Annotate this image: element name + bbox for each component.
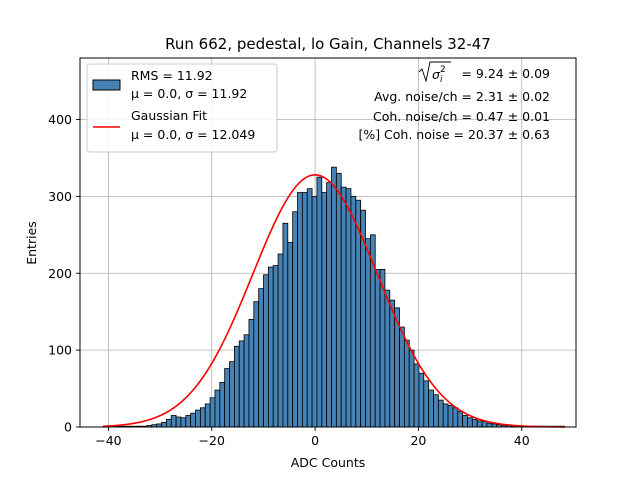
histogram-bar [428, 389, 434, 428]
histogram-bar [467, 417, 473, 428]
histogram-bar [224, 368, 230, 428]
histogram-bar [165, 418, 172, 428]
histogram-bar [292, 211, 298, 428]
histogram-bar [481, 421, 488, 428]
histogram-bar [365, 238, 371, 428]
histogram-bar [316, 176, 323, 428]
histogram-bar [471, 418, 478, 428]
histogram-bar [399, 326, 405, 428]
histogram-bar [287, 242, 294, 428]
y-axis-label: Entries [24, 221, 39, 265]
svg-text:σ: σ [432, 67, 441, 82]
histogram-bar [379, 269, 386, 428]
histogram-bar [248, 318, 255, 428]
histogram-bar [267, 266, 274, 428]
noise-annotations: σ 2 i = 9.24 ± 0.09 Avg. noise/ch = 2.31… [358, 61, 550, 142]
histogram-bar [311, 195, 318, 428]
histogram-bar [345, 188, 352, 428]
histogram-bar [190, 412, 196, 428]
histogram-bar [437, 399, 444, 428]
histogram-bar [263, 274, 269, 428]
histogram-bar [457, 411, 464, 428]
histogram-bar [476, 420, 483, 428]
gaussian-fit-curve [103, 174, 565, 428]
y-tick-label: 0 [64, 420, 72, 435]
svg-text:i: i [440, 75, 443, 85]
histogram-bar [185, 415, 192, 428]
histogram-bar [297, 192, 303, 428]
x-axis-label: ADC Counts [291, 455, 366, 470]
svg-text:2: 2 [440, 65, 446, 75]
legend-fit-line2: μ = 0.0, σ = 12.049 [131, 127, 255, 142]
histogram-bar [253, 301, 260, 428]
y-tick-label: 300 [48, 189, 72, 204]
histogram-bar [340, 186, 347, 428]
x-tick-label: 0 [311, 433, 319, 448]
histogram-bar [326, 182, 332, 428]
histogram-bar [418, 372, 425, 428]
histogram-bar [350, 195, 357, 428]
histogram-bar [219, 382, 226, 428]
avg-noise-annotation: Avg. noise/ch = 2.31 ± 0.02 [374, 89, 550, 104]
histogram-bar [282, 222, 289, 428]
legend-histogram-line2: μ = 0.0, σ = 11.92 [131, 86, 247, 101]
legend-fit-line1: Gaussian Fit [131, 108, 207, 123]
x-tick-label: 40 [514, 433, 530, 448]
histogram-bar [486, 422, 493, 428]
histogram-bar [272, 265, 279, 428]
histogram-bar [238, 340, 245, 428]
histogram-bar [243, 334, 250, 428]
histogram-bar [161, 421, 167, 428]
histogram-bar [408, 349, 415, 428]
histogram-bar [306, 188, 313, 428]
histogram-bar [335, 172, 342, 428]
x-tick-label: −20 [199, 433, 225, 448]
histogram-bar [214, 389, 221, 428]
histogram-bar [413, 363, 420, 428]
y-tick-label: 100 [48, 343, 72, 358]
legend: RMS = 11.92 μ = 0.0, σ = 11.92 Gaussian … [86, 63, 278, 153]
y-tick-label: 400 [48, 112, 72, 127]
histogram-bar [195, 409, 201, 428]
legend-histogram-line1: RMS = 11.92 [131, 68, 213, 83]
x-tick-label: −40 [95, 433, 121, 448]
histogram-bar [209, 397, 216, 428]
histogram-bar [389, 299, 396, 428]
histogram-bar [180, 417, 187, 428]
histogram-bar [447, 405, 454, 428]
histogram-bar [233, 345, 240, 428]
histogram-bar [374, 269, 381, 428]
histogram-bar [277, 253, 284, 428]
histogram-bar [442, 403, 449, 428]
histogram-bar [204, 403, 211, 428]
histogram-bar [170, 415, 177, 428]
histogram-bar [175, 416, 182, 428]
axes-frame [79, 57, 577, 428]
histogram-bar [229, 361, 235, 428]
legend-histogram-swatch [92, 79, 121, 91]
legend-box [86, 63, 278, 153]
sqrt-sigma-value: = 9.24 ± 0.09 [461, 66, 550, 81]
histogram-bar [331, 166, 337, 428]
coh-noise-annotation: Coh. noise/ch = 0.47 ± 0.01 [373, 109, 550, 124]
histogram-bar [384, 289, 391, 428]
histogram-bar [462, 415, 468, 428]
histogram-bar [403, 339, 410, 428]
pct-coh-noise-annotation: [%] Coh. noise = 20.37 ± 0.63 [358, 127, 550, 142]
histogram-bar [452, 407, 459, 428]
histogram-bar [433, 394, 439, 428]
sqrt-sigma-symbol: σ 2 i [418, 61, 451, 85]
histogram-bar [258, 288, 264, 428]
chart-title: Run 662, pedestal, lo Gain, Channels 32-… [165, 35, 491, 53]
y-tick-label: 200 [48, 266, 72, 281]
x-tick-label: 20 [410, 433, 426, 448]
histogram-bar [423, 380, 430, 428]
histogram-bar [199, 407, 206, 428]
histogram-bar [321, 192, 328, 428]
histogram-bar [301, 192, 308, 428]
